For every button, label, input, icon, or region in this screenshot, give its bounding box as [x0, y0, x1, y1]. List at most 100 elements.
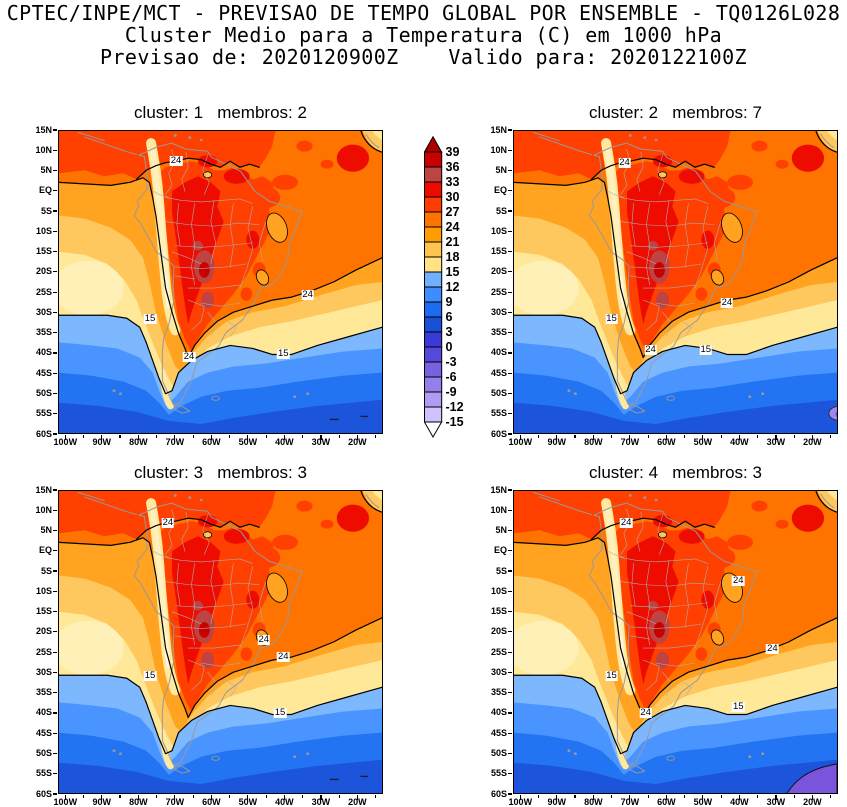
contour-label-24: 24 — [161, 516, 175, 528]
fill-band-27-30-top — [514, 491, 731, 540]
state-border — [685, 563, 688, 626]
falkland-islands — [212, 756, 220, 760]
state-border — [188, 300, 204, 330]
lon-tick — [793, 795, 795, 798]
lat-tick — [52, 271, 57, 273]
lon-tick — [283, 795, 285, 800]
lat-axis-label: 15N — [490, 484, 507, 495]
colorbar-tick-label: 33 — [446, 175, 460, 189]
lon-tick — [574, 435, 576, 438]
state-border — [191, 203, 194, 285]
state-border — [203, 515, 209, 554]
tierra-del-fuego — [175, 765, 190, 773]
fill-band-33-36 — [656, 291, 670, 309]
fill-band-3-6 — [514, 759, 837, 793]
contour-label-24: 24 — [618, 156, 631, 168]
state-border — [663, 312, 673, 336]
map-plot-area: 24 24 24 15 24 15 — [513, 490, 838, 794]
state-border — [658, 155, 664, 194]
lat-axis-label: 55S — [490, 408, 507, 419]
lon-axis-label: 50W — [238, 436, 258, 447]
lon-axis-label: 30W — [766, 796, 786, 807]
state-border — [621, 557, 708, 563]
island-speck — [628, 494, 632, 497]
island-speck — [748, 755, 752, 759]
colorbar-tick-label: -15 — [446, 415, 464, 429]
lon-axis-label: 70W — [165, 436, 185, 447]
lat-axis-label: 60S — [490, 428, 507, 439]
lon-tick — [702, 435, 704, 440]
lat-axis-label: 60S — [490, 788, 507, 799]
lat-tick — [507, 210, 512, 212]
lat-tick — [507, 489, 512, 491]
fill-venezuela-island — [658, 532, 666, 538]
cluster-panel-2: cluster: 2 membros: 7 24 24 15 24 15 15N 10N 5… — [490, 103, 838, 446]
cluster-panel-4: cluster: 4 membros: 3 24 24 24 15 24 15 15N 10… — [490, 463, 838, 806]
lat-axis-label: 10S — [490, 225, 507, 236]
lon-tick — [793, 435, 795, 438]
state-border — [658, 515, 664, 554]
lon-tick — [519, 795, 521, 800]
lat-axis-label: 55S — [35, 768, 52, 779]
lon-axis-label: 40W — [275, 436, 294, 447]
lat-tick — [52, 752, 57, 755]
lon-tick — [283, 435, 285, 440]
fill-red-patch — [296, 140, 313, 152]
lon-tick — [356, 795, 359, 800]
fill-red-patch — [320, 519, 334, 529]
lat-axis-label: 15N — [35, 484, 52, 495]
contour-label-15: 15 — [605, 313, 618, 325]
lat-tick — [507, 692, 512, 694]
island-speck — [567, 389, 571, 393]
fill-africa-corner-pale — [827, 131, 837, 141]
contour-label-15: 15 — [699, 343, 713, 355]
lat-tick — [52, 611, 57, 613]
lon-tick — [320, 795, 322, 800]
island-speck — [306, 392, 310, 396]
lat-tick — [52, 352, 57, 354]
lon-tick — [592, 435, 594, 440]
lat-tick — [507, 509, 512, 511]
temperature-contour-map — [59, 131, 382, 433]
lat-axis-label: 20S — [490, 626, 507, 637]
colorbar-tick-label: -9 — [446, 385, 457, 399]
colorbar-tick-label: 24 — [446, 220, 460, 234]
contour-24-north — [592, 158, 715, 179]
fill-red-patch — [695, 287, 708, 301]
fill-band-33-36 — [192, 240, 204, 251]
lon-axis-label: 20W — [348, 436, 367, 447]
state-border — [630, 624, 701, 629]
state-border — [666, 560, 671, 623]
contour-africa — [361, 131, 382, 152]
lon-tick — [537, 795, 540, 798]
lat-axis-label: 10S — [490, 585, 507, 596]
lat-axis-label: 40S — [490, 707, 507, 718]
lon-axis-label: 60W — [657, 796, 676, 807]
fill-pacific-cream — [514, 260, 579, 316]
lon-axis-label: 30W — [766, 436, 786, 447]
lat-axis-label: 60S — [35, 788, 52, 799]
lon-tick — [738, 795, 740, 800]
contour-label-24: 24 — [766, 643, 779, 655]
cold-pocket — [829, 406, 837, 420]
lat-tick — [52, 230, 57, 232]
fill-red-patch — [727, 534, 754, 550]
cold-pocket-wedge — [785, 764, 837, 793]
temperature-contour-map — [59, 491, 382, 793]
island-speck — [173, 494, 177, 497]
lon-tick — [702, 795, 704, 800]
panel-title: cluster: 4 membros: 3 — [589, 463, 762, 482]
lat-tick — [507, 291, 512, 293]
panel-title: cluster: 2 membros: 7 — [589, 103, 762, 122]
state-border — [175, 276, 194, 279]
lat-axis-label: 50S — [35, 387, 52, 398]
lat-axis-label: 5N — [495, 165, 507, 176]
fill-red-blob — [223, 168, 250, 184]
colorbar-cell — [424, 361, 443, 378]
lon-axis-label: 90W — [547, 436, 567, 447]
fill-red-patch — [240, 647, 253, 661]
central-america-coast — [78, 133, 104, 141]
lon-axis-label: 70W — [165, 796, 185, 807]
fill-coastal-24-island — [263, 570, 291, 604]
